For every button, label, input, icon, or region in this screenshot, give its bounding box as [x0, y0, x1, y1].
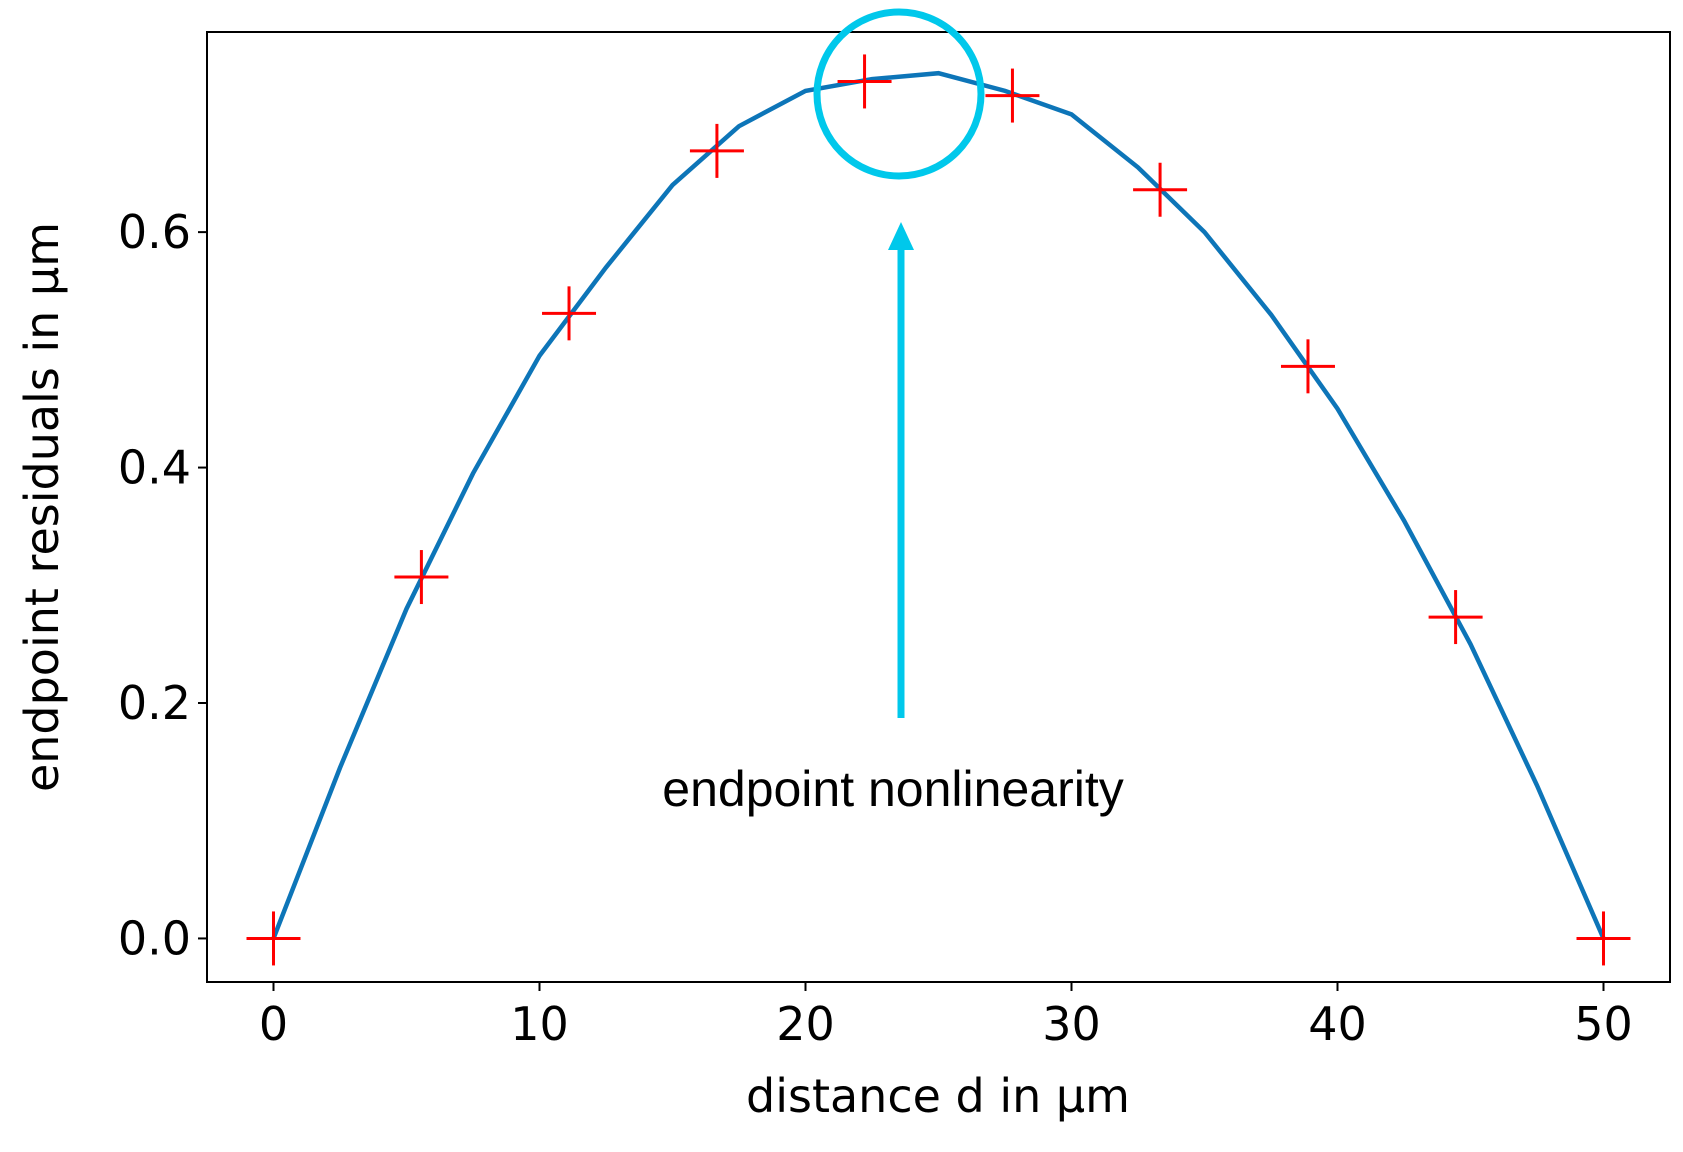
data-point — [1133, 162, 1188, 217]
x-tick-label: 40 — [1308, 997, 1367, 1051]
y-tick-label: 0.2 — [118, 676, 191, 730]
x-tick-label: 20 — [776, 997, 835, 1051]
x-tick-label: 0 — [259, 997, 288, 1051]
fit-line — [271, 70, 1606, 940]
data-point — [394, 550, 449, 605]
data-point — [1280, 339, 1335, 394]
x-tick-label: 10 — [510, 997, 569, 1051]
data-point — [837, 54, 892, 109]
x-axis-label: distance d in µm — [746, 1069, 1130, 1123]
x-tick-label: 30 — [1042, 997, 1101, 1051]
highlight-circle — [813, 8, 985, 180]
arrow-head — [888, 222, 914, 250]
data-point — [689, 123, 744, 178]
data-point — [985, 68, 1040, 123]
y-tick-label: 0.6 — [118, 205, 191, 259]
y-tick-label: 0.0 — [118, 911, 191, 965]
data-point — [246, 911, 301, 966]
plot-frame — [206, 31, 1671, 983]
data-point — [1576, 911, 1631, 966]
y-tick-label: 0.4 — [118, 441, 191, 495]
annotation: endpoint nonlinearity — [662, 761, 1123, 817]
y-axis-label: endpoint residuals in µm — [15, 222, 69, 792]
data-point — [1428, 590, 1483, 645]
data-point — [542, 286, 597, 341]
x-tick-label: 50 — [1574, 997, 1633, 1051]
